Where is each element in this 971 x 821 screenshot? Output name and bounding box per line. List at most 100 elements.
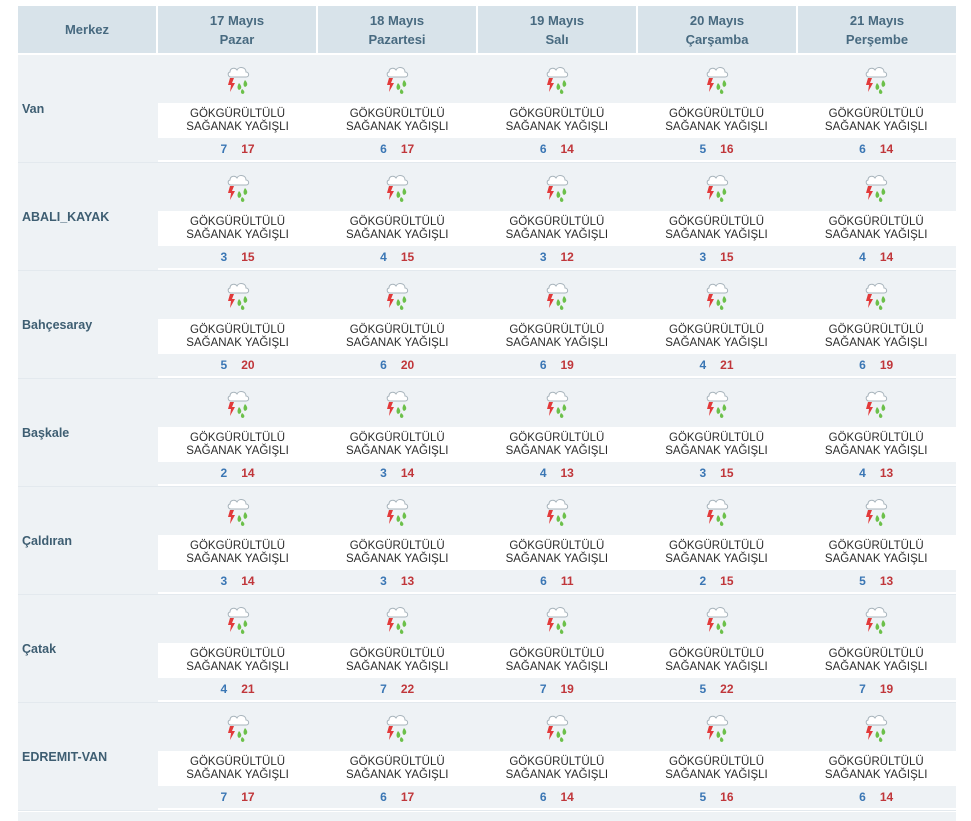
day-forecast-cell: GÖKGÜRÜLTÜLÜ SAĞANAK YAĞIŞLI 5 16 [636,703,797,810]
weather-line1: GÖKGÜRÜLTÜLÜ [669,755,764,768]
thunderstorm-rain-icon [865,499,888,526]
min-temp: 6 [859,142,866,156]
day-forecast-cell: GÖKGÜRÜLTÜLÜ SAĞANAK YAĞIŞLI 6 14 [796,55,956,162]
day-forecast-cell: GÖKGÜRÜLTÜLÜ SAĞANAK YAĞIŞLI 7 22 [317,595,478,702]
weather-line1: GÖKGÜRÜLTÜLÜ [828,215,924,228]
max-temp: 21 [720,358,734,372]
max-temp: 14 [560,790,574,804]
min-temp: 4 [859,250,866,264]
weather-description: GÖKGÜRÜLTÜLÜ SAĞANAK YAĞIŞLI [317,751,478,786]
weather-line2: SAĞANAK YAĞIŞLI [824,336,928,349]
min-temp: 6 [859,358,866,372]
weather-line2: SAĞANAK YAĞIŞLI [505,660,609,673]
temperature-range: 3 15 [636,462,797,484]
min-temp: 3 [220,250,228,264]
weather-line2: SAĞANAK YAĞIŞLI [345,552,449,565]
thunderstorm-rain-icon [865,175,888,202]
max-temp: 14 [560,142,574,156]
weather-line2: SAĞANAK YAĞIŞLI [505,228,609,241]
day-forecast-cell: GÖKGÜRÜLTÜLÜ SAĞANAK YAĞIŞLI 3 14 [157,487,318,594]
max-temp: 17 [241,790,255,804]
weather-line2: SAĞANAK YAĞIŞLI [186,768,289,781]
thunderstorm-rain-icon [386,715,409,742]
weather-line2: SAĞANAK YAĞIŞLI [186,660,289,673]
icon-band [157,271,318,319]
max-temp: 15 [720,466,734,480]
temperature-range: 6 14 [477,138,637,160]
temperature-range: 6 17 [317,138,478,160]
weather-description: GÖKGÜRÜLTÜLÜ SAĞANAK YAĞIŞLI [157,643,318,678]
icon-band [317,55,478,103]
city-name[interactable]: Çaldıran [18,487,158,594]
weather-line1: GÖKGÜRÜLTÜLÜ [349,431,445,444]
thunderstorm-rain-icon [227,499,249,526]
temperature-range: 3 15 [157,246,318,268]
temperature-range: 2 15 [636,570,797,592]
weather-description: GÖKGÜRÜLTÜLÜ SAĞANAK YAĞIŞLI [157,427,318,462]
min-temp: 2 [699,574,707,588]
max-temp: 14 [879,790,894,804]
day-forecast-cell: GÖKGÜRÜLTÜLÜ SAĞANAK YAĞIŞLI 6 19 [796,271,956,378]
thunderstorm-rain-icon [546,499,568,526]
thunderstorm-rain-icon [706,499,728,526]
min-temp: 4 [699,358,707,372]
city-name[interactable]: ABALI_KAYAK [18,163,158,270]
weather-description: GÖKGÜRÜLTÜLÜ SAĞANAK YAĞIŞLI [317,427,478,462]
temperature-range: 7 19 [796,678,956,700]
day-forecast-cell: GÖKGÜRÜLTÜLÜ SAĞANAK YAĞIŞLI 2 15 [636,487,797,594]
day-forecast-cell: GÖKGÜRÜLTÜLÜ SAĞANAK YAĞIŞLI 5 16 [636,55,797,162]
thunderstorm-rain-icon [227,607,249,634]
city-name[interactable]: Van [18,55,158,162]
city-row: Başkale GÖKGÜRÜLTÜLÜ SAĞANAK YAĞIŞLI 2 14 GÖK… [18,379,956,487]
weather-description: GÖKGÜRÜLTÜLÜ SAĞANAK YAĞIŞLI [157,535,318,570]
thunderstorm-rain-icon [546,715,568,742]
weather-line1: GÖKGÜRÜLTÜLÜ [349,647,445,660]
weather-description: GÖKGÜRÜLTÜLÜ SAĞANAK YAĞIŞLI [157,103,318,138]
temperature-range: 4 21 [157,678,318,700]
temperature-range: 6 19 [796,354,956,376]
city-name[interactable]: EDREMIT-VAN [18,703,158,810]
min-temp: 2 [220,466,228,480]
weather-description: GÖKGÜRÜLTÜLÜ SAĞANAK YAĞIŞLI [636,427,797,462]
max-temp: 16 [720,142,734,156]
weather-description: GÖKGÜRÜLTÜLÜ SAĞANAK YAĞIŞLI [157,751,318,786]
day-forecast-cell: GÖKGÜRÜLTÜLÜ SAĞANAK YAĞIŞLI 6 19 [477,271,637,378]
city-name[interactable]: Bahçesaray [18,271,158,378]
max-temp: 14 [879,250,894,264]
icon-band [636,55,797,103]
weather-line1: GÖKGÜRÜLTÜLÜ [349,107,445,120]
temperature-range: 5 13 [796,570,956,592]
header-weekday: Salı [545,31,569,47]
day-forecast-cell: GÖKGÜRÜLTÜLÜ SAĞANAK YAĞIŞLI 4 15 [317,163,478,270]
day-forecast-cell: GÖKGÜRÜLTÜLÜ SAĞANAK YAĞIŞLI 6 17 [317,703,478,810]
min-temp: 3 [539,250,547,264]
icon-band [317,487,478,535]
min-temp: 6 [539,142,547,156]
icon-band [636,271,797,319]
thunderstorm-rain-icon [706,283,728,310]
weather-description: GÖKGÜRÜLTÜLÜ SAĞANAK YAĞIŞLI [796,103,956,138]
min-temp: 3 [220,574,228,588]
thunderstorm-rain-icon [386,283,409,310]
weather-line2: SAĞANAK YAĞIŞLI [824,444,928,457]
city-name[interactable]: Çatak [18,595,158,702]
icon-band [796,163,956,211]
header-weekday: Çarşamba [685,31,749,47]
thunderstorm-rain-icon [706,175,728,202]
min-temp: 6 [380,358,387,372]
min-temp: 3 [699,250,707,264]
min-temp: 6 [539,358,547,372]
max-temp: 13 [400,574,415,588]
temperature-range: 3 14 [317,462,478,484]
weather-line2: SAĞANAK YAĞIŞLI [824,120,928,133]
min-temp: 6 [380,790,387,804]
temperature-range: 7 22 [317,678,478,700]
icon-band [636,163,797,211]
max-temp: 13 [879,466,894,480]
temperature-range: 7 17 [157,138,318,160]
max-temp: 15 [241,250,255,264]
city-name[interactable]: Başkale [18,379,158,486]
temperature-range: 6 17 [317,786,478,808]
day-forecast-cell: GÖKGÜRÜLTÜLÜ SAĞANAK YAĞIŞLI 6 20 [317,271,478,378]
